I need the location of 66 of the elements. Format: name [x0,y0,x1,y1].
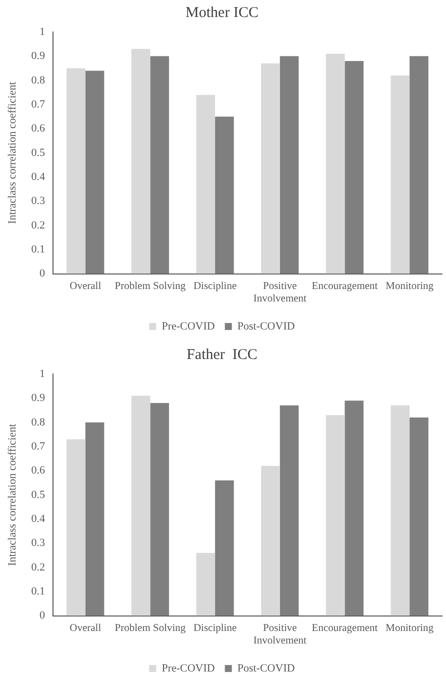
bar [390,76,410,274]
y-tick-label: 0 [39,610,46,622]
y-tick-label: 1 [39,368,45,380]
x-tick-label: Monitoring [386,280,434,292]
x-tick-label: Overall [70,280,102,292]
x-tick-label: Discipline [193,280,237,292]
y-tick-label: 0.9 [31,392,46,404]
bar [280,56,299,274]
y-tick-label: 0.9 [31,50,46,62]
y-tick-label: 0 [39,268,46,280]
y-tick-label: 0.6 [31,122,46,135]
x-tick-label: Encouragement [312,622,378,634]
y-tick-label: 0.5 [31,146,46,159]
y-tick-label: 0.8 [31,416,46,428]
y-tick-label: 0.8 [31,74,46,86]
x-tick-label: Discipline [193,622,237,634]
y-tick-label: 0.7 [31,440,46,452]
chart-title: Father ICC [186,346,258,363]
bar [261,466,280,616]
bar [215,116,234,274]
bar [66,439,86,616]
y-axis-title: Intraclass correlation coefficient [6,82,18,224]
bar [131,48,150,274]
y-axis-title: Intraclass correlation coefficient [6,424,18,566]
y-tick-label: 0.4 [31,512,46,525]
x-tick-label: Positive Involvement [253,280,307,304]
y-tick-label: 0.1 [31,244,45,256]
bar [326,415,345,616]
y-tick-label: 0.3 [31,537,46,550]
y-tick-label: 1 [39,26,45,38]
y-tick-label: 0.6 [31,464,46,477]
bar [344,61,364,274]
y-tick-label: 0.5 [31,488,46,501]
x-tick-label: Problem Solving [114,622,186,634]
y-tick-label: 0.7 [31,98,46,110]
bar [410,56,428,274]
bar [326,54,345,274]
bar [410,418,428,616]
bar [85,422,104,616]
x-tick-label: Positive Involvement [253,622,307,646]
bar [196,552,216,616]
legend-label: Post-COVID [237,320,295,332]
x-tick-label: Encouragement [312,280,378,292]
x-tick-label: Overall [70,622,102,634]
bar [85,70,104,274]
bar [150,403,170,616]
y-tick-label: 0.2 [31,219,45,232]
y-tick-label: 0.2 [31,561,45,574]
y-tick-label: 0.4 [31,170,46,183]
x-tick-label: Problem Solving [114,280,186,292]
bar [131,396,150,616]
bar [390,405,410,616]
chart-title: Mother ICC [186,4,258,21]
x-tick-label: Monitoring [386,622,434,634]
bar [66,68,86,274]
bar [261,63,280,274]
legend-label: Pre-COVID [162,662,215,674]
y-tick-label: 0.1 [31,586,45,598]
bar [215,480,234,616]
bar [344,400,364,616]
y-tick-label: 0.3 [31,195,46,208]
bar [280,405,299,616]
bar [196,94,216,274]
legend-label: Pre-COVID [162,320,215,332]
bar [150,56,170,274]
legend-label: Post-COVID [237,662,295,674]
